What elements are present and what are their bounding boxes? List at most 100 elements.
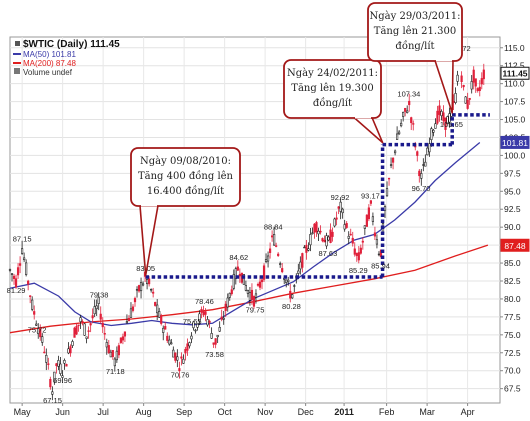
candle-body [65,364,68,367]
candle-body [275,245,278,247]
candle-body [317,230,320,235]
candle-body [218,327,221,332]
candle-body [365,214,368,227]
candle-body [307,248,310,251]
candle-body [63,360,66,364]
y-tick-label: 70.0 [504,366,521,376]
callout-box [367,2,463,62]
callout-pointer-mask [355,115,371,119]
candle-body [172,349,175,358]
candle-body [156,304,159,314]
candle-body [311,232,314,235]
candle-body [281,268,284,273]
candle-body [289,290,292,299]
price-label: 88.84 [264,223,283,232]
x-tick-label: May [14,407,32,417]
y-tick-label: 95.0 [504,186,521,196]
candle-body [430,128,433,140]
candle-body [139,281,143,292]
candle-body [105,342,108,348]
candle-body [146,279,149,285]
candle-body [208,320,211,323]
candle-body [41,336,44,343]
x-axis: May Jun Jul Aug Sep Oct Nov Dec 2011 Feb Mar Apr [14,403,475,417]
plot-frame [9,36,501,404]
candle-body [85,336,88,339]
price-label: 107.34 [397,90,420,99]
candle-body [228,292,231,298]
y-tick-label: 115.0 [504,43,525,53]
price-label: 75.72 [28,326,47,335]
price-label: 70.76 [171,370,190,379]
candle-body [287,279,290,283]
candle-body [385,188,389,197]
candle-body [285,279,288,283]
candle-body [214,338,217,345]
candle-body [258,281,262,288]
candle-body [252,296,256,307]
candle-body [478,86,481,92]
candle-body [148,278,151,285]
candle-body [396,133,399,140]
candle-body [266,255,270,262]
candle-body [121,336,125,341]
candle-body [57,360,60,367]
legend-ticker: $WTIC (Daily) 111.45 [23,39,120,50]
price-label: 71.18 [106,367,125,376]
candle-body [363,225,366,229]
candle-body [446,116,449,125]
candle-body [232,274,235,289]
callout-text-line: 16.400 đồng/lít [147,186,224,197]
y-tick-label: 92.5 [504,204,521,214]
price-label: 73.58 [205,350,224,359]
y-tick-label: 72.5 [504,348,521,358]
y-tick-label: 80.0 [504,294,521,304]
price-label: 79.38 [90,290,109,299]
y-tick-label: 85.0 [504,258,521,268]
candle-body [27,280,30,285]
volume-swatch [14,68,20,74]
candle-body [210,333,213,339]
candle-body [18,263,22,266]
candle-body [10,273,14,275]
candle-body [141,283,145,286]
candle-body [222,317,225,320]
candle-body [43,351,46,354]
candle-body [400,122,403,127]
callout-pointer [353,116,384,144]
candle-body [341,208,344,214]
candle-body [25,262,28,275]
candle-body [212,342,215,345]
candle-body [464,96,467,104]
price-label: 67.15 [43,396,62,405]
candle-body [61,375,64,378]
x-tick-label: Aug [136,407,152,417]
candle-body [178,368,181,372]
price-label: 105.65 [440,120,463,129]
candle-body [182,358,185,364]
candle-body [476,88,479,91]
callout-box [130,147,241,207]
callout-box [283,59,382,119]
candle-body [323,239,326,243]
candle-body [216,334,219,338]
candle-body [442,112,445,122]
callout-text-line: Tăng lên 19.300 [291,83,373,94]
candle-body [236,266,239,271]
candle-body [408,100,411,106]
y-tick-label: 100.0 [504,150,526,160]
candle-body [375,239,379,245]
candle-body [468,97,471,100]
candle-body [273,234,276,246]
candle-body [196,323,199,328]
candle-body [436,110,439,124]
candle-body [73,327,76,338]
candle-body [404,107,407,112]
candle-body [168,339,171,345]
x-tick-label: Dec [298,407,315,417]
price-label: 85.29 [349,266,368,275]
candle-body [305,244,308,253]
candle-body [410,117,413,124]
candle-body [150,289,153,291]
candle-body [77,324,80,327]
